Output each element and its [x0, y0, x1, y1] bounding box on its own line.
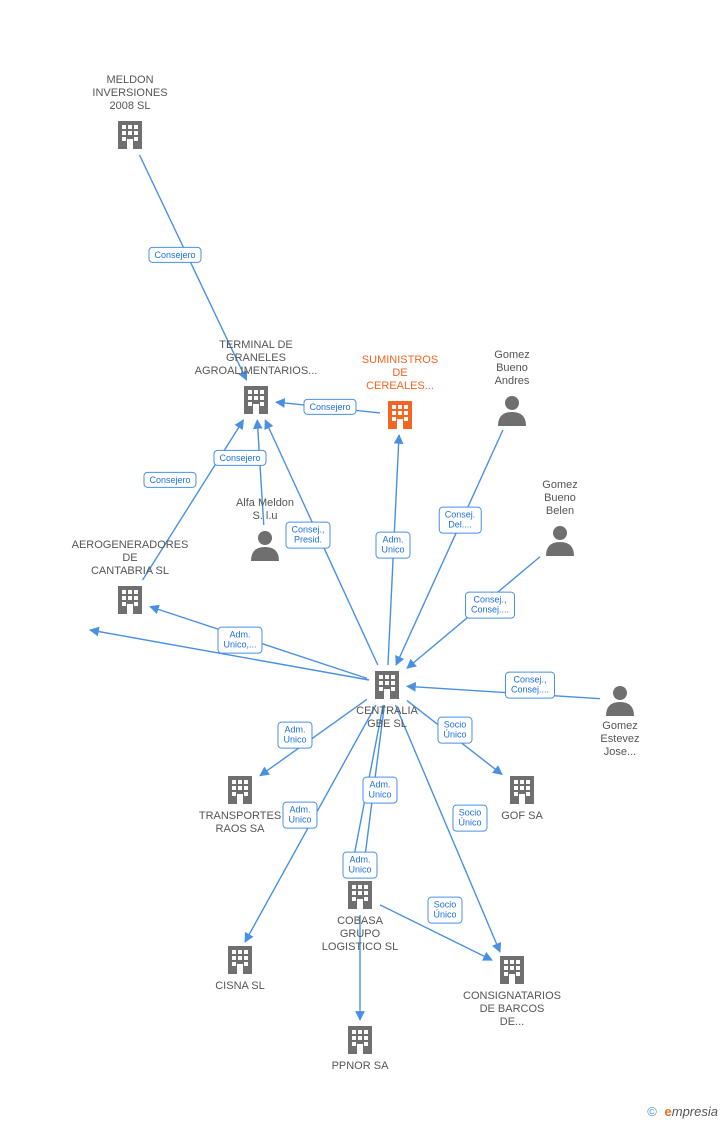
building-icon [500, 956, 524, 984]
edge-label: Consejero [148, 247, 201, 263]
building-icon [244, 386, 268, 414]
edge-label: Socio Único [452, 805, 487, 832]
edge-label: Adm. Unico [362, 777, 397, 804]
building-icon [348, 1026, 372, 1054]
edge-label: Consejero [143, 472, 196, 488]
person-icon [546, 526, 574, 556]
edge-label: Consejero [303, 399, 356, 415]
edge-label: Socio Único [437, 717, 472, 744]
person-icon [251, 531, 279, 561]
building-icon [118, 121, 142, 149]
building-icon [510, 776, 534, 804]
edge-label: Consej., Consej.... [505, 672, 555, 699]
brand-first-letter: e [665, 1104, 672, 1119]
edge-label: Adm. Unico [342, 852, 377, 879]
edge-label: Adm. Unico [277, 722, 312, 749]
building-icon [375, 671, 399, 699]
person-icon [498, 396, 526, 426]
edge-label: Adm. Unico [282, 802, 317, 829]
edge-label: Consej., Presid. [285, 522, 330, 549]
edge [396, 430, 503, 665]
copyright-symbol: © [647, 1104, 657, 1119]
edge-label: Adm. Unico,... [217, 627, 262, 654]
edge [257, 420, 264, 525]
edge-label: Adm. Unico [375, 532, 410, 559]
edge-label: Socio Único [427, 897, 462, 924]
diagram-canvas [0, 0, 728, 1125]
edge [407, 686, 600, 698]
brand-rest: mpresia [672, 1104, 718, 1119]
edge-label: Consejero [213, 450, 266, 466]
building-icon [388, 401, 412, 429]
edge [260, 699, 367, 775]
building-icon [228, 946, 252, 974]
building-icon [118, 586, 142, 614]
edge-label: Consej. Del.... [439, 507, 482, 534]
person-icon [606, 686, 634, 716]
edge-label: Consej., Consej.... [465, 592, 515, 619]
footer-brand: © empresia [647, 1104, 718, 1119]
edge [140, 155, 247, 380]
building-icon [348, 881, 372, 909]
edge [143, 420, 244, 580]
building-icon [228, 776, 252, 804]
